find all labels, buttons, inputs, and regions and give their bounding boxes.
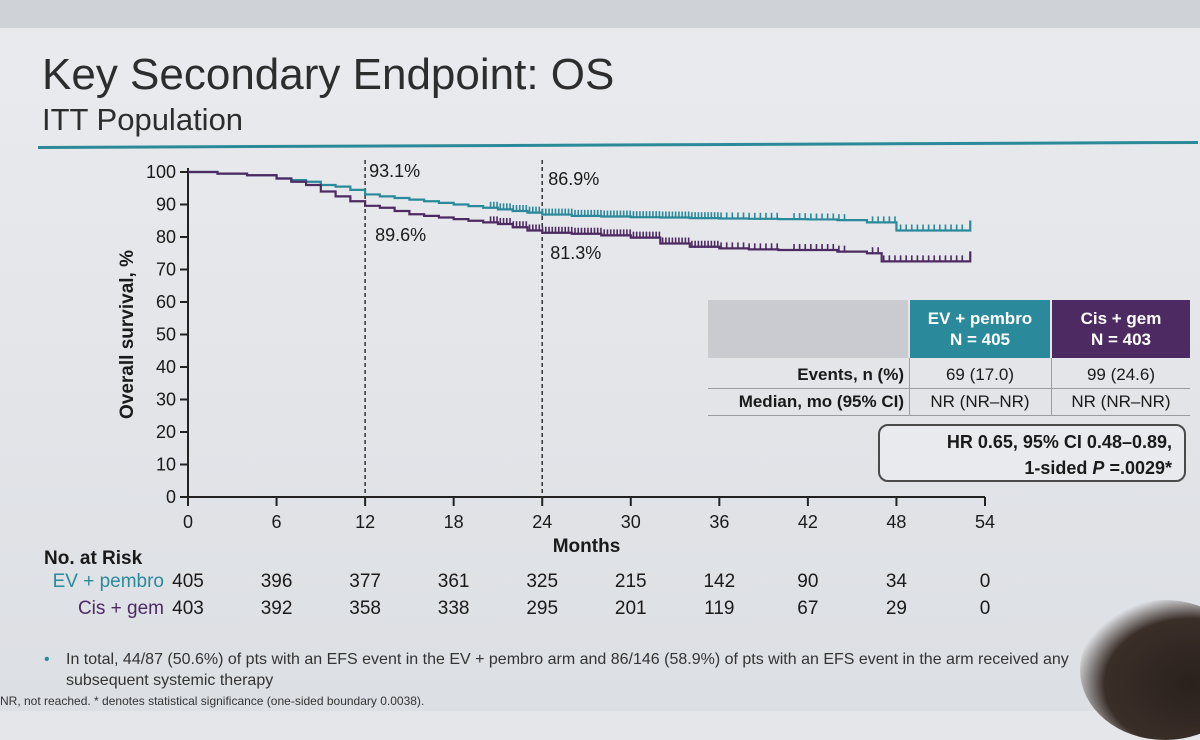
y-tick-label: 10 bbox=[156, 455, 176, 475]
cell-cg: 99 (24.6) bbox=[1086, 365, 1156, 384]
km-curve-cis-gem bbox=[188, 170, 972, 263]
table-row-median: Median, mo (95% CI) NR (NR–NR) NR (NR–NR… bbox=[708, 389, 1190, 415]
table-divider bbox=[708, 388, 1190, 389]
at-risk-count: 0 bbox=[979, 571, 991, 592]
at-risk-count: 325 bbox=[526, 571, 559, 592]
at-risk-count: 201 bbox=[614, 598, 647, 619]
y-tick-label: 60 bbox=[156, 292, 176, 312]
at-risk-count: 142 bbox=[703, 571, 736, 592]
at-risk-count: 34 bbox=[885, 571, 907, 592]
at-risk-count: 119 bbox=[704, 598, 735, 619]
at-risk-arm-cg: Cis + gem bbox=[77, 598, 164, 619]
at-risk-count: 29 bbox=[885, 598, 907, 619]
y-tick-label: 30 bbox=[156, 390, 176, 410]
y-tick-label: 70 bbox=[156, 260, 176, 280]
censor-marks-ev-pembro bbox=[489, 201, 964, 232]
y-axis-title: Overall survival, % bbox=[117, 250, 138, 419]
header-cis-gem: Cis + gem N = 403 bbox=[1052, 300, 1190, 358]
x-tick-label: 12 bbox=[355, 512, 375, 532]
hr-line: HR 0.65, 95% CI 0.48–0.89, bbox=[946, 432, 1172, 452]
annotation-label: 93.1% bbox=[369, 161, 420, 181]
at-risk-count: 90 bbox=[797, 571, 819, 592]
x-tick-label: 30 bbox=[621, 512, 641, 532]
p-symbol: P bbox=[1092, 458, 1105, 478]
y-tick-label: 100 bbox=[146, 162, 176, 182]
censor-marks-cis-gem bbox=[489, 216, 964, 263]
y-tick-label: 50 bbox=[156, 325, 176, 345]
at-risk-count: 392 bbox=[260, 598, 293, 619]
at-risk-count: 358 bbox=[349, 598, 381, 619]
chart-curves bbox=[188, 170, 972, 263]
at-risk-title: No. at Risk bbox=[44, 548, 143, 569]
y-tick-label: 20 bbox=[156, 422, 176, 442]
bullet-text: In total, 44/87 (50.6%) of pts with an E… bbox=[66, 651, 1069, 689]
at-risk-count: 67 bbox=[797, 598, 819, 619]
km-chart: 0 10 20 30 40 50 60 70 80 90 100 0 6 12 18 24 30 36 42 48 54… bbox=[117, 160, 995, 557]
y-tick-label: 80 bbox=[156, 227, 176, 247]
x-axis-title: Months bbox=[553, 536, 621, 557]
x-tick-label: 24 bbox=[532, 512, 552, 532]
bullet-icon: • bbox=[44, 651, 50, 668]
header-ev-pembro: EV + pembro N = 405 bbox=[910, 300, 1050, 358]
row-label: Events, n (%) bbox=[797, 365, 904, 384]
row-label: Median, mo (95% CI) bbox=[738, 392, 904, 411]
page-subtitle: ITT Population bbox=[42, 102, 244, 137]
table-divider bbox=[708, 415, 1190, 416]
at-risk-arm-ev: EV + pembro bbox=[52, 571, 164, 592]
y-tick-label: 90 bbox=[156, 195, 176, 215]
header-ev-pembro-arm: EV + pembro bbox=[927, 309, 1033, 328]
header-cis-gem-n: N = 403 bbox=[1090, 330, 1151, 349]
x-tick-label: 0 bbox=[183, 512, 193, 532]
at-risk-count: 338 bbox=[437, 598, 470, 619]
x-tick-label: 6 bbox=[272, 512, 282, 532]
x-tick-label: 42 bbox=[798, 512, 818, 532]
header-ev-pembro-n: N = 405 bbox=[949, 330, 1010, 349]
cell-cg: NR (NR–NR) bbox=[1071, 392, 1171, 411]
p-value-line: 1-sided P =.0029* bbox=[880, 455, 1172, 481]
x-tick-label: 48 bbox=[886, 512, 906, 532]
annotation-label: 81.3% bbox=[550, 243, 601, 263]
header-cis-gem-arm: Cis + gem bbox=[1080, 309, 1162, 328]
annotation-label: 86.9% bbox=[548, 169, 599, 189]
p-value: =.0029* bbox=[1104, 458, 1172, 478]
chart-axes: 0 10 20 30 40 50 60 70 80 90 100 0 6 12 18 24 30 36 42 48 54… bbox=[117, 160, 995, 557]
cell-ev: NR (NR–NR) bbox=[930, 392, 1030, 411]
y-tick-label: 40 bbox=[156, 357, 176, 377]
table-corner bbox=[708, 300, 908, 358]
annotation-label: 89.6% bbox=[375, 225, 426, 245]
cell-ev: 69 (17.0) bbox=[945, 365, 1015, 384]
p-prefix: 1-sided bbox=[1024, 458, 1093, 478]
at-risk-count: 215 bbox=[614, 571, 647, 592]
x-tick-label: 18 bbox=[444, 512, 464, 532]
at-risk-count: 403 bbox=[172, 598, 204, 619]
x-tick-label: 36 bbox=[709, 512, 729, 532]
at-risk-count: 405 bbox=[172, 571, 204, 592]
page-title: Key Secondary Endpoint: OS bbox=[42, 50, 615, 99]
table-divider bbox=[909, 358, 910, 416]
table-row-events: Events, n (%) 69 (17.0) 99 (24.6) bbox=[708, 362, 1190, 388]
table-divider bbox=[1051, 358, 1052, 416]
at-risk-count: 361 bbox=[437, 571, 470, 592]
at-risk-count: 0 bbox=[979, 598, 991, 619]
footnote: NR, not reached. * denotes statistical s… bbox=[0, 694, 425, 708]
x-tick-label: 54 bbox=[975, 512, 995, 532]
at-risk-count: 295 bbox=[526, 598, 559, 619]
at-risk-count: 396 bbox=[260, 571, 293, 592]
hazard-ratio-box: HR 0.65, 95% CI 0.48–0.89, 1-sided P =.0… bbox=[878, 424, 1186, 482]
y-tick-label: 0 bbox=[166, 487, 176, 507]
chart-labels: 93.1% 89.6% 86.9% 81.3% bbox=[369, 161, 601, 263]
at-risk-count: 377 bbox=[349, 571, 381, 592]
top-band bbox=[0, 0, 1200, 28]
